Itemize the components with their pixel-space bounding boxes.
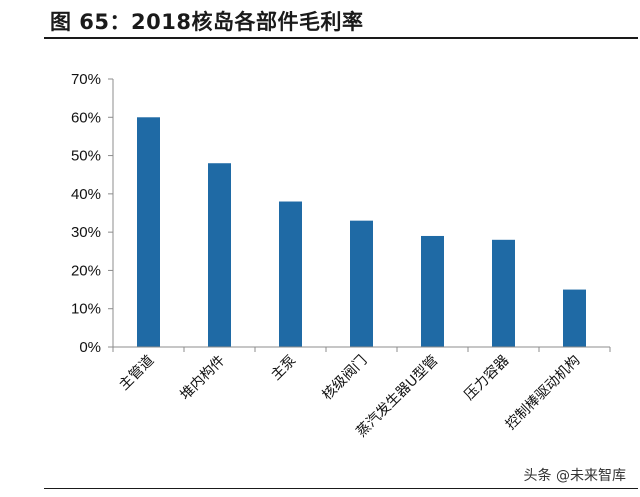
title-rule [44,37,638,39]
y-axis: 0% 10% 20% 30% 40% 50% 60% 70% [71,71,114,356]
y-tick-label: 70% [71,71,101,88]
footer-rule [44,488,638,489]
x-category-label: 主管道 [116,353,157,394]
y-tick-label: 60% [71,109,101,126]
y-tick-label: 40% [71,186,101,203]
bar [563,289,586,347]
y-tick-label: 30% [71,224,101,241]
chart-title: 图 65：2018核岛各部件毛利率 [50,10,364,34]
bar [421,235,444,347]
x-category-label: 堆内构件 [177,353,228,404]
y-tick-label: 50% [71,148,101,165]
y-tick-label: 10% [71,301,101,318]
y-tick-label: 20% [71,262,101,279]
x-category-label: 主泵 [268,353,299,384]
watermark: 头条 @未来智库 [523,465,626,485]
bar [279,201,302,347]
y-tick-label: 0% [79,339,101,356]
bars [137,117,586,348]
bar [492,239,515,347]
bar [208,163,231,347]
bar [137,117,160,348]
x-category-label: 控制棒驱动机构 [503,353,584,434]
x-category-label: 压力容器 [461,352,513,404]
x-category-label: 核级阀门 [319,353,370,404]
bar [350,220,373,347]
